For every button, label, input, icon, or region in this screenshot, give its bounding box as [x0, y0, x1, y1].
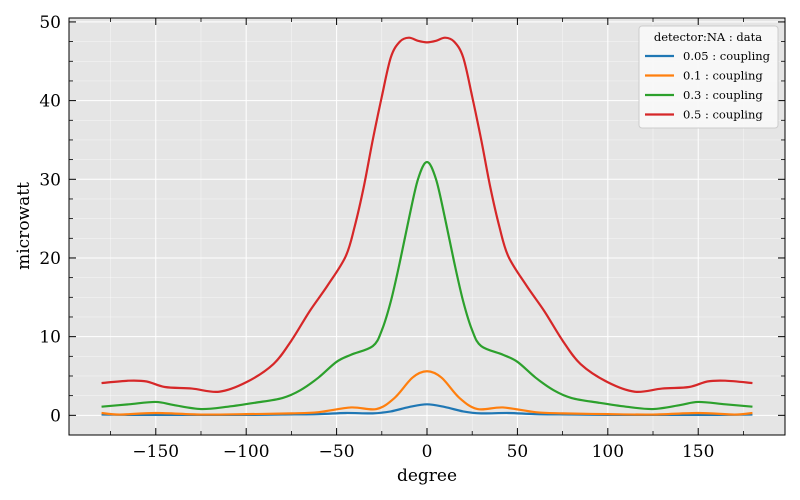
y-tick-label: 10 — [39, 328, 61, 348]
series-line-4 — [101, 36, 753, 394]
x-tick-label: −100 — [223, 442, 270, 462]
axis-ticks: −150 −100 −50 0 50 100 150 0 10 20 30 40 50 — [39, 13, 785, 462]
legend-entry: 0.5 : coupling — [683, 108, 763, 122]
x-tick-label: 0 — [422, 442, 433, 462]
series-line-2 — [101, 370, 753, 416]
x-tick-label: 50 — [507, 442, 529, 462]
legend-title: detector:NA : data — [654, 30, 762, 44]
legend: detector:NA : data 0.05 : coupling 0.1 : … — [638, 25, 779, 129]
legend-entry: 0.1 : coupling — [683, 69, 763, 83]
y-tick-label: 40 — [39, 92, 61, 112]
y-tick-label: 50 — [39, 13, 61, 33]
legend-entry: 0.05 : coupling — [683, 49, 771, 63]
x-tick-label: −150 — [132, 442, 179, 462]
legend-box — [638, 25, 779, 129]
y-axis-title: microwatt — [14, 182, 34, 270]
series-lines — [101, 36, 753, 417]
y-tick-label: 0 — [50, 406, 61, 426]
y-tick-label: 30 — [39, 170, 61, 190]
x-tick-label: 100 — [592, 442, 624, 462]
y-tick-label: 20 — [39, 249, 61, 269]
series-line-3 — [101, 160, 753, 411]
x-axis-title: degree — [397, 466, 457, 486]
legend-entry: 0.3 : coupling — [683, 88, 763, 102]
x-tick-label: 150 — [682, 442, 714, 462]
x-tick-label: −50 — [319, 442, 355, 462]
